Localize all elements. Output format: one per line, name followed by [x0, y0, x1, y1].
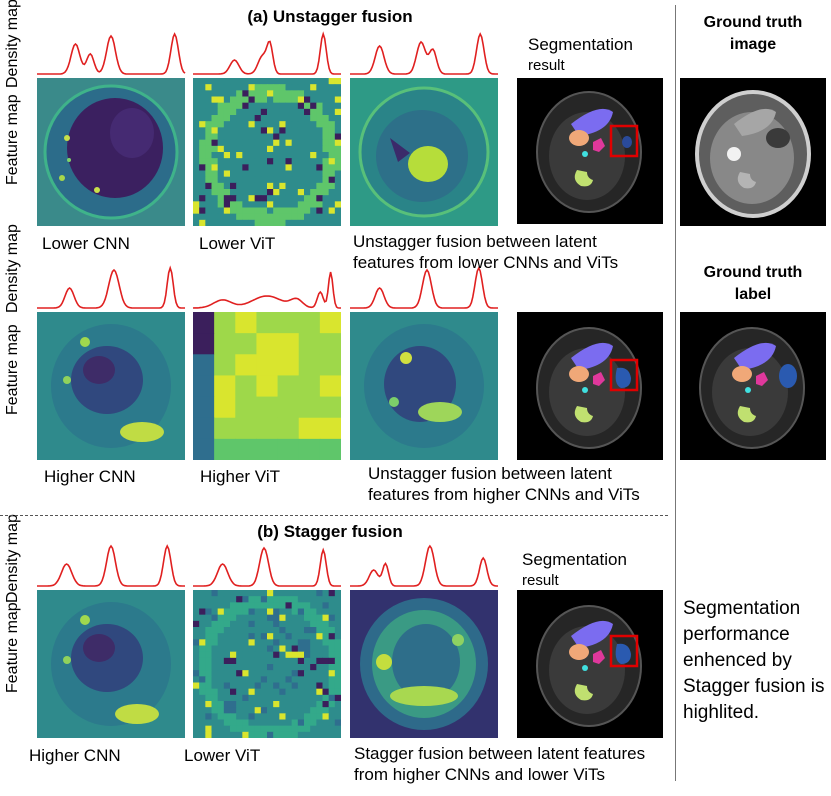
- caption-stagger-higher-cnn: Higher CNN: [29, 746, 121, 765]
- feature-map-stagger-fusion: [350, 590, 498, 738]
- feature-map-stagger-higher-cnn: [37, 590, 185, 738]
- column-divider: [675, 5, 676, 781]
- density-curve: [193, 546, 341, 587]
- unstagger-title: (a) Unstagger fusion: [247, 7, 413, 26]
- density-curve: [193, 31, 341, 75]
- segmentation-result-stagger: [517, 590, 663, 738]
- feature-map-higher-cnn: [37, 312, 185, 460]
- segmentation-result-unstagger-1: [517, 78, 663, 224]
- feature-map-stagger-lower-vit: [193, 590, 341, 738]
- feature-label-row3: Feature map: [4, 602, 21, 693]
- ground-truth-label: [680, 312, 826, 460]
- caption-lower-vit: Lower ViT: [199, 234, 276, 253]
- segmentation-result-unstagger-2: [517, 312, 663, 460]
- caption-higher-vit: Higher ViT: [200, 467, 280, 486]
- density-curve: [192, 271, 341, 309]
- feature-label-row2: Feature map: [4, 324, 21, 415]
- caption-unstagger-fusion-1: Unstagger fusion between latent features…: [353, 232, 619, 272]
- section-divider: [0, 515, 668, 516]
- caption-stagger-lower-vit: Lower ViT: [184, 746, 261, 765]
- seg-label-stagger: Segmentation result: [522, 550, 627, 589]
- caption-higher-cnn: Higher CNN: [44, 467, 136, 486]
- gt-image-title: Ground truth image: [703, 14, 803, 53]
- feature-label-row1: Feature map: [4, 94, 21, 185]
- gt-label-title: Ground truth label: [703, 264, 803, 303]
- seg-label-unstagger: Segmentation result: [528, 35, 633, 74]
- density-curve: [37, 265, 185, 309]
- feature-map-unstagger-fusion-1: [350, 78, 498, 226]
- caption-stagger-fusion: Stagger fusion between latent features f…: [354, 744, 646, 784]
- feature-map-lower-vit: [193, 78, 341, 226]
- density-curve: [350, 266, 498, 309]
- caption-lower-cnn: Lower CNN: [42, 234, 130, 253]
- ground-truth-image: [680, 78, 826, 226]
- feature-map-higher-vit: [193, 312, 341, 460]
- highlight-note: Segmentation performance enhenced by Sta…: [683, 598, 825, 723]
- density-label-row2: Density map: [4, 224, 21, 313]
- density-curve: [350, 32, 498, 75]
- density-curve: [350, 544, 498, 587]
- feature-map-unstagger-fusion-2: [350, 312, 498, 460]
- density-label-row3: Density map: [4, 514, 21, 603]
- stagger-title: (b) Stagger fusion: [257, 522, 403, 541]
- density-label-row1: Density map: [4, 0, 21, 88]
- density-curve: [37, 544, 185, 587]
- caption-unstagger-fusion-2: Unstagger fusion between latent features…: [368, 464, 640, 504]
- density-curve: [37, 32, 186, 75]
- feature-map-lower-cnn: [37, 78, 185, 226]
